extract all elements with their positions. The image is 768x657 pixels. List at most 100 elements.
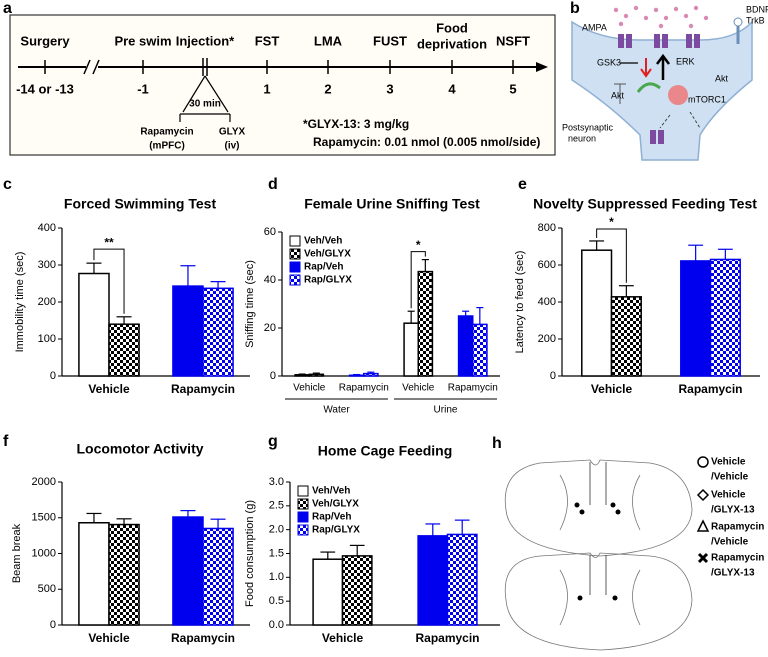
timeline-arrow <box>536 62 548 72</box>
x-tick-label: Rapamycin <box>171 382 235 396</box>
bar <box>348 374 365 377</box>
diagram-label: Akt <box>715 73 729 83</box>
bar <box>680 260 712 377</box>
y-tick-label: 0.0 <box>269 619 284 631</box>
legend-label: Veh/Veh <box>312 486 350 497</box>
placement <box>574 502 580 508</box>
legend-label: Rap/GLYX <box>312 525 360 536</box>
bar <box>363 372 379 377</box>
bar <box>417 270 434 377</box>
axis-break <box>83 59 91 75</box>
bar <box>709 258 741 377</box>
brain-section <box>504 459 693 557</box>
chart-title: Locomotor Activity <box>76 441 203 457</box>
legend-label: Rap/GLYX <box>304 275 352 286</box>
bar <box>202 527 234 626</box>
panel-label: b <box>570 0 580 17</box>
y-tick-label: 800 <box>538 222 556 234</box>
significance-label: * <box>609 215 614 229</box>
legend-swatch <box>297 498 309 510</box>
y-tick-label: 1000 <box>32 547 56 559</box>
legend-text: /GLYX-13 <box>711 505 755 516</box>
bar <box>308 373 325 377</box>
bar <box>78 522 110 626</box>
cannula-track <box>589 462 607 595</box>
x-tick-label: Rapamycin <box>171 631 235 645</box>
bar <box>108 523 140 626</box>
up-arrow <box>656 53 670 80</box>
bar <box>202 287 234 377</box>
inhibition <box>614 83 626 104</box>
dot <box>613 7 619 13</box>
y-tick-label: 100 <box>38 333 56 345</box>
drug-name: Rapamycin <box>140 127 193 138</box>
y-tick-label: 1.0 <box>269 571 284 583</box>
significance-label: ** <box>104 235 114 249</box>
trafficking-arrow <box>659 111 701 129</box>
bar <box>78 272 110 377</box>
diagram-label: Postsynaptic <box>562 122 614 132</box>
panel-label: h <box>492 435 502 452</box>
legend-swatch <box>289 261 301 273</box>
placement <box>615 509 621 515</box>
panel-label: f <box>3 433 9 450</box>
brain-sections <box>504 459 693 651</box>
y-axis-label: Beam break <box>11 523 23 583</box>
dot <box>683 13 689 19</box>
y-tick-label: 3.0 <box>269 476 284 488</box>
y-tick-label: 400 <box>538 296 556 308</box>
down-arrow <box>640 58 652 78</box>
legend-text: Rapamycin <box>711 553 764 564</box>
legend-label: Veh/Veh <box>304 236 342 247</box>
event-label: FUST <box>373 33 407 48</box>
receptor <box>650 130 664 144</box>
y-tick-label: 40 <box>264 274 276 286</box>
y-axis-label: Immobility time (sec) <box>14 252 26 353</box>
legend-swatch <box>297 511 309 523</box>
x-tick-label: Vehicle <box>88 382 130 396</box>
bar <box>312 558 344 626</box>
y-tick-label: 0 <box>550 370 556 382</box>
y-tick-label: 2000 <box>32 476 56 488</box>
panel-label: e <box>518 176 527 193</box>
x-tick-label: Rapamycin <box>339 383 389 394</box>
legend-swatch <box>289 248 301 260</box>
bar <box>446 533 478 626</box>
y-tick-label: 0 <box>50 619 56 631</box>
dot <box>633 5 639 11</box>
legend-text: Vehicle <box>711 490 746 501</box>
placement-dots <box>574 502 621 601</box>
y-axis-label: Sniffing time (sec) <box>244 260 256 348</box>
brain-section <box>504 552 693 651</box>
legend-swatch <box>297 485 309 497</box>
legend-text: /Vehicle <box>711 472 749 483</box>
dot <box>653 7 659 13</box>
bar <box>172 516 204 626</box>
y-tick-label: 200 <box>38 296 56 308</box>
drug-route: (iv) <box>225 141 240 152</box>
axis-break <box>92 59 100 75</box>
event-label: FST <box>255 33 280 48</box>
legend-symbol <box>696 488 710 502</box>
significance-bracket <box>410 251 426 309</box>
drug-name: GLYX <box>219 127 246 138</box>
placement <box>579 509 585 515</box>
event-label: LMA <box>314 33 343 48</box>
dot <box>643 15 649 21</box>
legend-label: Rap/Veh <box>304 262 343 273</box>
neuron-body <box>571 20 753 161</box>
legend-symbol <box>697 552 709 564</box>
event-label: NSFT <box>496 33 530 48</box>
diagram-label: Akt <box>611 90 625 100</box>
placement <box>577 595 583 601</box>
legend-swatch <box>289 235 301 247</box>
receptors <box>618 34 700 144</box>
y-tick-label: 0 <box>270 370 276 382</box>
legend-label: Veh/GLYX <box>312 499 359 510</box>
dose-note: *GLYX-13: 3 mg/kg <box>303 117 409 131</box>
interval-label: 30 min <box>189 99 221 110</box>
significance-bracket <box>93 248 125 314</box>
legend-text: Vehicle <box>711 457 746 468</box>
chart-title: Forced Swimming Test <box>64 196 217 212</box>
